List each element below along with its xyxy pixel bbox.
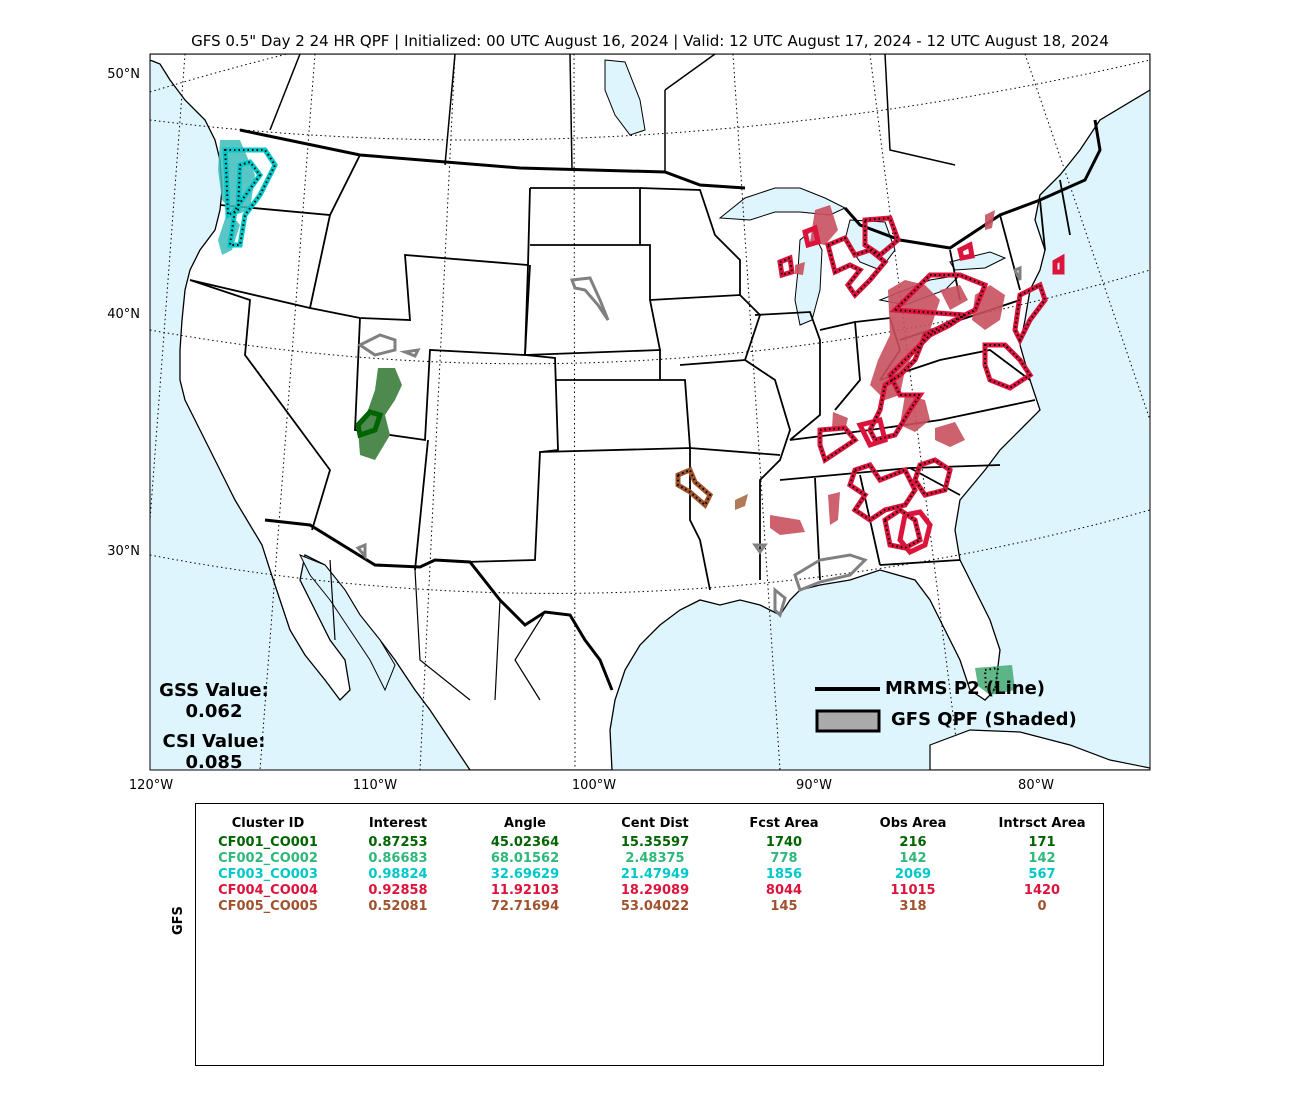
gss-stat: GSS Value: 0.062 (150, 680, 278, 722)
cell-fcst-area: 145 (770, 899, 798, 914)
cell-cent-dist: 18.29089 (620, 883, 690, 898)
cell-angle: 32.69629 (490, 867, 560, 882)
legend-shaded-label: GFS QPF (Shaded) (891, 709, 1077, 730)
table-header-row: Cluster ID Interest Angle Cent Dist Fcst… (196, 816, 1103, 832)
gss-value: 0.062 (185, 701, 243, 722)
cell-angle: 68.01562 (490, 851, 560, 866)
cluster-cf004-obs (777, 215, 1065, 556)
cell-intrsct-area: 171 (1028, 835, 1056, 850)
lon-label-90w: 90°W (796, 778, 832, 793)
cell-cent-dist: 2.48375 (625, 851, 685, 866)
cell-angle: 45.02364 (490, 835, 560, 850)
lat-label-50: 50°N (107, 67, 140, 82)
lon-label-100w: 100°W (571, 778, 617, 793)
cell-obs-area: 11015 (890, 883, 936, 898)
cell-interest: 0.92858 (368, 883, 428, 898)
cell-cluster-id: CF005_CO005 (218, 899, 318, 914)
cluster-cf005 (675, 466, 748, 510)
legend-shaded-swatch (815, 709, 881, 733)
cuba (929, 729, 1150, 770)
lon-label-110w: 110°W (352, 778, 398, 793)
cluster-cf002 (975, 665, 1015, 695)
cell-cluster-id: CF004_CO004 (218, 883, 318, 898)
cluster-cf001 (355, 368, 402, 460)
table-row: CF001_CO001 0.87253 45.02364 15.35597 1740 21… (196, 835, 1103, 851)
csi-label: CSI Value: (162, 731, 266, 752)
cell-cent-dist: 15.35597 (620, 835, 690, 850)
header-cent-dist: Cent Dist (621, 816, 689, 831)
lon-label-120w: 120°W (128, 778, 174, 793)
cell-angle: 11.92103 (490, 883, 560, 898)
gss-label: GSS Value: (159, 680, 269, 701)
cell-fcst-area: 1856 (765, 867, 803, 882)
header-intrsct-area: Intrsct Area (998, 816, 1086, 831)
gulf-of-california (298, 554, 396, 692)
lat-label-30: 30°N (107, 544, 140, 559)
table-row: CF003_CO003 0.98824 32.69629 21.47949 1856 20… (196, 867, 1103, 883)
legend-line-label: MRMS P2 (Line) (885, 678, 1046, 699)
chart-title: GFS 0.5" Day 2 24 HR QPF | Initialized: … (191, 32, 1109, 50)
cell-obs-area: 318 (899, 899, 927, 914)
cluster-cf003 (218, 140, 278, 255)
cell-obs-area: 2069 (894, 867, 932, 882)
cell-interest: 0.52081 (368, 899, 428, 914)
csi-value: 0.085 (185, 752, 243, 773)
csi-stat: CSI Value: 0.085 (150, 731, 278, 773)
table-row: CF004_CO004 0.92858 11.92103 18.29089 8044 11… (196, 883, 1103, 899)
cell-cent-dist: 53.04022 (620, 899, 690, 914)
map-frame (149, 53, 1151, 771)
table-side-label: GFS (171, 906, 186, 935)
cell-intrsct-area: 142 (1028, 851, 1056, 866)
cell-intrsct-area: 0 (1037, 899, 1047, 914)
cell-obs-area: 142 (899, 851, 927, 866)
cell-intrsct-area: 1420 (1023, 883, 1061, 898)
cell-cluster-id: CF001_CO001 (218, 835, 318, 850)
header-interest: Interest (368, 816, 428, 831)
cell-intrsct-area: 567 (1028, 867, 1056, 882)
lon-label-80w: 80°W (1018, 778, 1054, 793)
header-angle: Angle (504, 816, 546, 831)
land-mass (150, 54, 1150, 770)
cell-fcst-area: 8044 (765, 883, 803, 898)
lake-winnipeg (604, 59, 646, 136)
cell-obs-area: 216 (899, 835, 927, 850)
unmatched-obs (355, 265, 1022, 618)
cell-fcst-area: 778 (770, 851, 798, 866)
cell-cluster-id: CF002_CO002 (218, 851, 318, 866)
table-row: CF005_CO005 0.52081 72.71694 53.04022 145 318… (196, 899, 1103, 915)
cell-cent-dist: 21.47949 (620, 867, 690, 882)
table-row: CF002_CO002 0.86683 68.01562 2.48375 778 142 1… (196, 851, 1103, 867)
header-cluster-id: Cluster ID (231, 816, 305, 831)
cell-fcst-area: 1740 (765, 835, 803, 850)
cell-interest: 0.87253 (368, 835, 428, 850)
header-obs-area: Obs Area (879, 816, 947, 831)
lat-label-40: 40°N (107, 307, 140, 322)
cell-cluster-id: CF003_CO003 (218, 867, 318, 882)
cluster-table: Cluster ID Interest Angle Cent Dist Fcst… (195, 803, 1104, 1066)
header-fcst-area: Fcst Area (749, 816, 819, 831)
cell-angle: 72.71694 (490, 899, 560, 914)
cell-interest: 0.98824 (368, 867, 428, 882)
cell-interest: 0.86683 (368, 851, 428, 866)
